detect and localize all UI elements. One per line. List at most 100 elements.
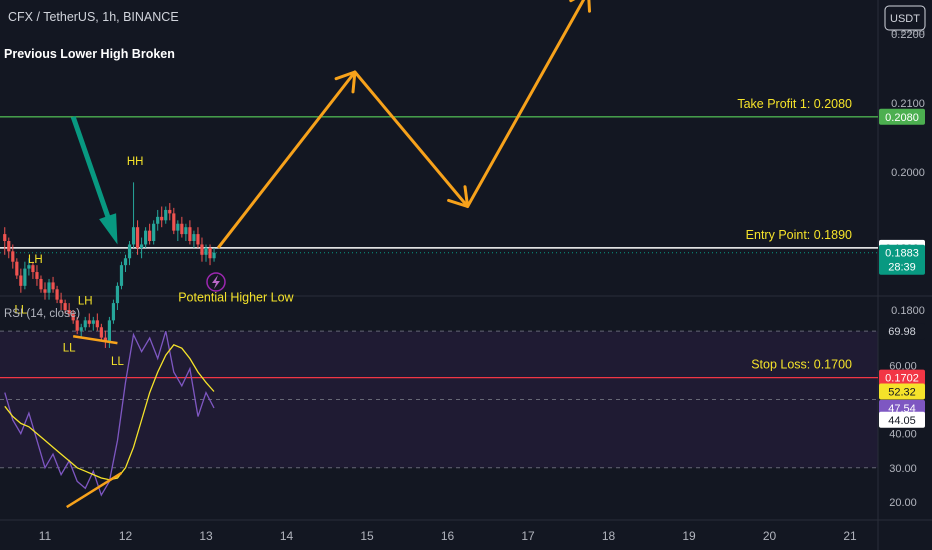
candle-body <box>95 320 99 328</box>
rsi-tick: 60.00 <box>889 360 917 372</box>
candle-body <box>184 227 188 235</box>
candle-48 <box>196 227 200 248</box>
candle-8 <box>35 265 39 286</box>
level-badge-bg-sl <box>879 369 925 386</box>
candle-10 <box>43 282 47 300</box>
candle-body <box>103 337 107 342</box>
candle-body <box>160 216 164 221</box>
price-tick: 0.2100 <box>891 98 925 110</box>
candle-23 <box>95 313 99 331</box>
projection-arrow-path <box>216 0 586 249</box>
time-tick: 21 <box>843 529 857 543</box>
candle-body <box>63 303 67 310</box>
symbol-title[interactable]: CFX / TetherUS, 1h, BINANCE <box>8 10 179 24</box>
rsi-badge-bg <box>879 383 925 400</box>
candle-body <box>39 278 43 290</box>
candle-37 <box>152 220 156 245</box>
candle-body <box>11 251 15 262</box>
candle-4 <box>19 268 23 293</box>
swing-label-ll-4: LL <box>63 342 76 354</box>
candle-body <box>83 320 87 328</box>
rsi-title[interactable]: RSI (14, close) <box>4 308 80 320</box>
candle-30 <box>123 254 128 273</box>
candle-body <box>204 247 208 255</box>
swing-label-lh-1: LH <box>28 254 43 266</box>
lightning-icon[interactable] <box>206 272 226 292</box>
candle-body <box>176 223 180 231</box>
level-badge-tp1: 0.2080 <box>879 108 925 125</box>
candle-body <box>67 310 71 314</box>
labels: Take Profit 2: 0.2270Take Profit 1: 0.20… <box>4 47 852 372</box>
candle-body <box>168 209 172 214</box>
candle-40 <box>164 206 168 224</box>
candle-38 <box>156 209 160 231</box>
candle-body <box>71 313 75 321</box>
candle-27 <box>111 299 116 324</box>
candle-1 <box>7 237 11 259</box>
candle-29 <box>119 261 124 290</box>
time-tick: 14 <box>280 529 294 543</box>
currency-button-label[interactable]: USDT <box>890 13 920 25</box>
candle-24 <box>99 323 103 342</box>
rsi-badge-bg <box>879 323 925 340</box>
rsi-badge-text: 44.05 <box>888 415 916 427</box>
candle-15 <box>63 299 67 314</box>
current-price-badge-value: 0.1883 <box>885 248 919 260</box>
candle-52 <box>212 247 216 262</box>
axes: 0.23000.22000.21000.20000.18000.240060.0… <box>39 26 925 543</box>
teal-arrow <box>70 116 118 245</box>
rsi-badge-text: 69.98 <box>888 326 916 338</box>
rsi-trendline <box>66 471 123 509</box>
previous-lower-high-label: Previous Lower High Broken <box>4 47 175 61</box>
candle-body <box>200 244 204 255</box>
candle-body <box>164 209 168 221</box>
candle-32 <box>131 182 136 248</box>
candle-42 <box>172 207 176 235</box>
candle-49 <box>200 237 204 262</box>
candle-body <box>99 327 103 338</box>
candle-6 <box>27 258 31 276</box>
candle-body <box>180 223 184 235</box>
candle-body <box>172 213 176 231</box>
candle-body <box>91 320 95 324</box>
level-badge-text-tp1: 0.2080 <box>885 112 919 124</box>
price-tick: 0.1800 <box>891 305 925 317</box>
candle-50 <box>204 244 208 262</box>
candle-body <box>59 299 63 304</box>
projection-arrowhead-3 <box>569 0 591 13</box>
candle-body <box>7 241 11 252</box>
candle-body <box>144 230 148 245</box>
candle-body <box>19 275 23 286</box>
candle-body <box>35 272 39 279</box>
candle-5 <box>23 261 27 290</box>
level-label-sl: Stop Loss: 0.1700 <box>751 358 852 372</box>
candle-9 <box>39 275 43 293</box>
candle-body <box>123 258 128 266</box>
current-price-badge: 0.1883 28:39 <box>879 244 925 275</box>
candle-body <box>131 227 136 245</box>
candle-body <box>31 265 35 273</box>
time-tick: 17 <box>521 529 535 543</box>
time-tick: 12 <box>119 529 133 543</box>
time-tick: 15 <box>360 529 374 543</box>
rsi-badge-bg <box>879 411 925 428</box>
swing-label-lh-3: LH <box>78 295 93 307</box>
rsi-badge-0: 69.98 <box>879 323 925 340</box>
rsi-badge-1: 52.32 <box>879 383 925 400</box>
candle-35 <box>144 227 148 248</box>
drawings <box>66 0 591 509</box>
rsi-level-lines <box>0 330 878 469</box>
level-badge-sl: 0.1702 <box>879 369 925 386</box>
candle-25 <box>103 330 107 348</box>
candle-body <box>152 223 156 241</box>
candle-31 <box>127 241 132 266</box>
currency-button[interactable]: USDT <box>884 5 926 31</box>
projection-arrowhead-2 <box>447 185 470 208</box>
rsi-badge-text: 52.32 <box>888 387 916 399</box>
candle-body <box>196 234 200 245</box>
candle-11 <box>47 278 51 300</box>
current-price-countdown: 28:39 <box>888 262 916 274</box>
candle-body <box>127 244 132 259</box>
candle-13 <box>55 285 59 304</box>
